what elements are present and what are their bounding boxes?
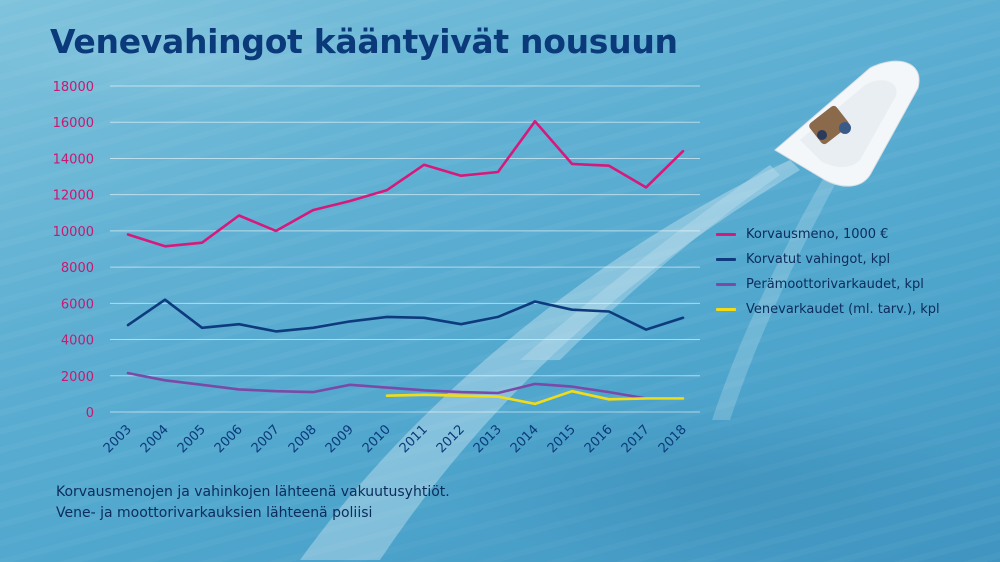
x-tick-label: 2015: [545, 422, 579, 456]
x-tick-label: 2013: [471, 422, 505, 456]
series-line: [126, 120, 685, 248]
x-tick-label: 2012: [434, 422, 468, 456]
x-tick-label: 2017: [619, 422, 653, 456]
x-tick-label: 2014: [508, 422, 542, 456]
series-line: [385, 389, 685, 406]
source-line: Korvausmenojen ja vahinkojen lähteenä va…: [56, 484, 450, 500]
x-tick-label: 2006: [212, 422, 246, 456]
y-tick-label: 6000: [61, 297, 94, 312]
source-note: Korvausmenojen ja vahinkojen lähteenä va…: [56, 482, 450, 524]
legend-item: Korvausmeno, 1000 €: [716, 222, 940, 247]
x-tick-label: 2009: [323, 422, 357, 456]
legend-label: Venevarkaudet (ml. tarv.), kpl: [746, 302, 940, 317]
legend-label: Korvatut vahingot, kpl: [746, 252, 891, 267]
legend-item: Venevarkaudet (ml. tarv.), kpl: [716, 297, 940, 322]
y-tick-label: 16000: [53, 116, 94, 131]
legend-swatch: [716, 233, 736, 236]
source-line: Vene- ja moottorivarkauksien lähteenä po…: [56, 505, 373, 521]
y-tick-label: 18000: [53, 80, 94, 95]
chart-title: Venevahingot kääntyivät nousuun: [50, 22, 678, 61]
y-tick-label: 2000: [61, 370, 94, 385]
x-tick-label: 2003: [101, 422, 135, 456]
x-tick-label: 2011: [397, 422, 431, 456]
y-tick-label: 0: [86, 406, 94, 421]
x-tick-label: 2018: [656, 422, 690, 456]
x-tick-label: 2007: [249, 422, 283, 456]
x-tick-label: 2016: [582, 422, 616, 456]
y-axis-ticks: 0 2000 4000 6000 8000 10000 12000 14000 16000 180…: [53, 80, 94, 421]
grid: [110, 85, 700, 413]
x-tick-label: 2008: [286, 422, 320, 456]
boat-hull: [774, 60, 920, 187]
legend-label: Perämoottorivarkaudet, kpl: [746, 277, 924, 292]
y-tick-label: 12000: [53, 189, 94, 204]
series-line: [126, 371, 685, 400]
legend-label: Korvausmeno, 1000 €: [746, 227, 889, 242]
legend-swatch: [716, 283, 736, 286]
x-tick-label: 2010: [360, 422, 394, 456]
y-tick-label: 14000: [53, 152, 94, 167]
series-line: [126, 298, 685, 333]
y-tick-label: 4000: [61, 334, 94, 349]
x-axis-ticks: 2003 2004 2005 2006 2007 2008 2009 2010 2011 2012…: [101, 422, 690, 456]
y-tick-label: 8000: [61, 261, 94, 276]
y-tick-label: 10000: [53, 225, 94, 240]
legend-swatch: [716, 258, 736, 261]
x-tick-label: 2004: [138, 422, 172, 456]
legend: Korvausmeno, 1000 € Korvatut vahingot, k…: [716, 222, 940, 322]
x-tick-label: 2005: [175, 422, 209, 456]
series-lines: [126, 120, 685, 406]
legend-swatch: [716, 308, 736, 311]
legend-item: Korvatut vahingot, kpl: [716, 247, 940, 272]
legend-item: Perämoottorivarkaudet, kpl: [716, 272, 940, 297]
